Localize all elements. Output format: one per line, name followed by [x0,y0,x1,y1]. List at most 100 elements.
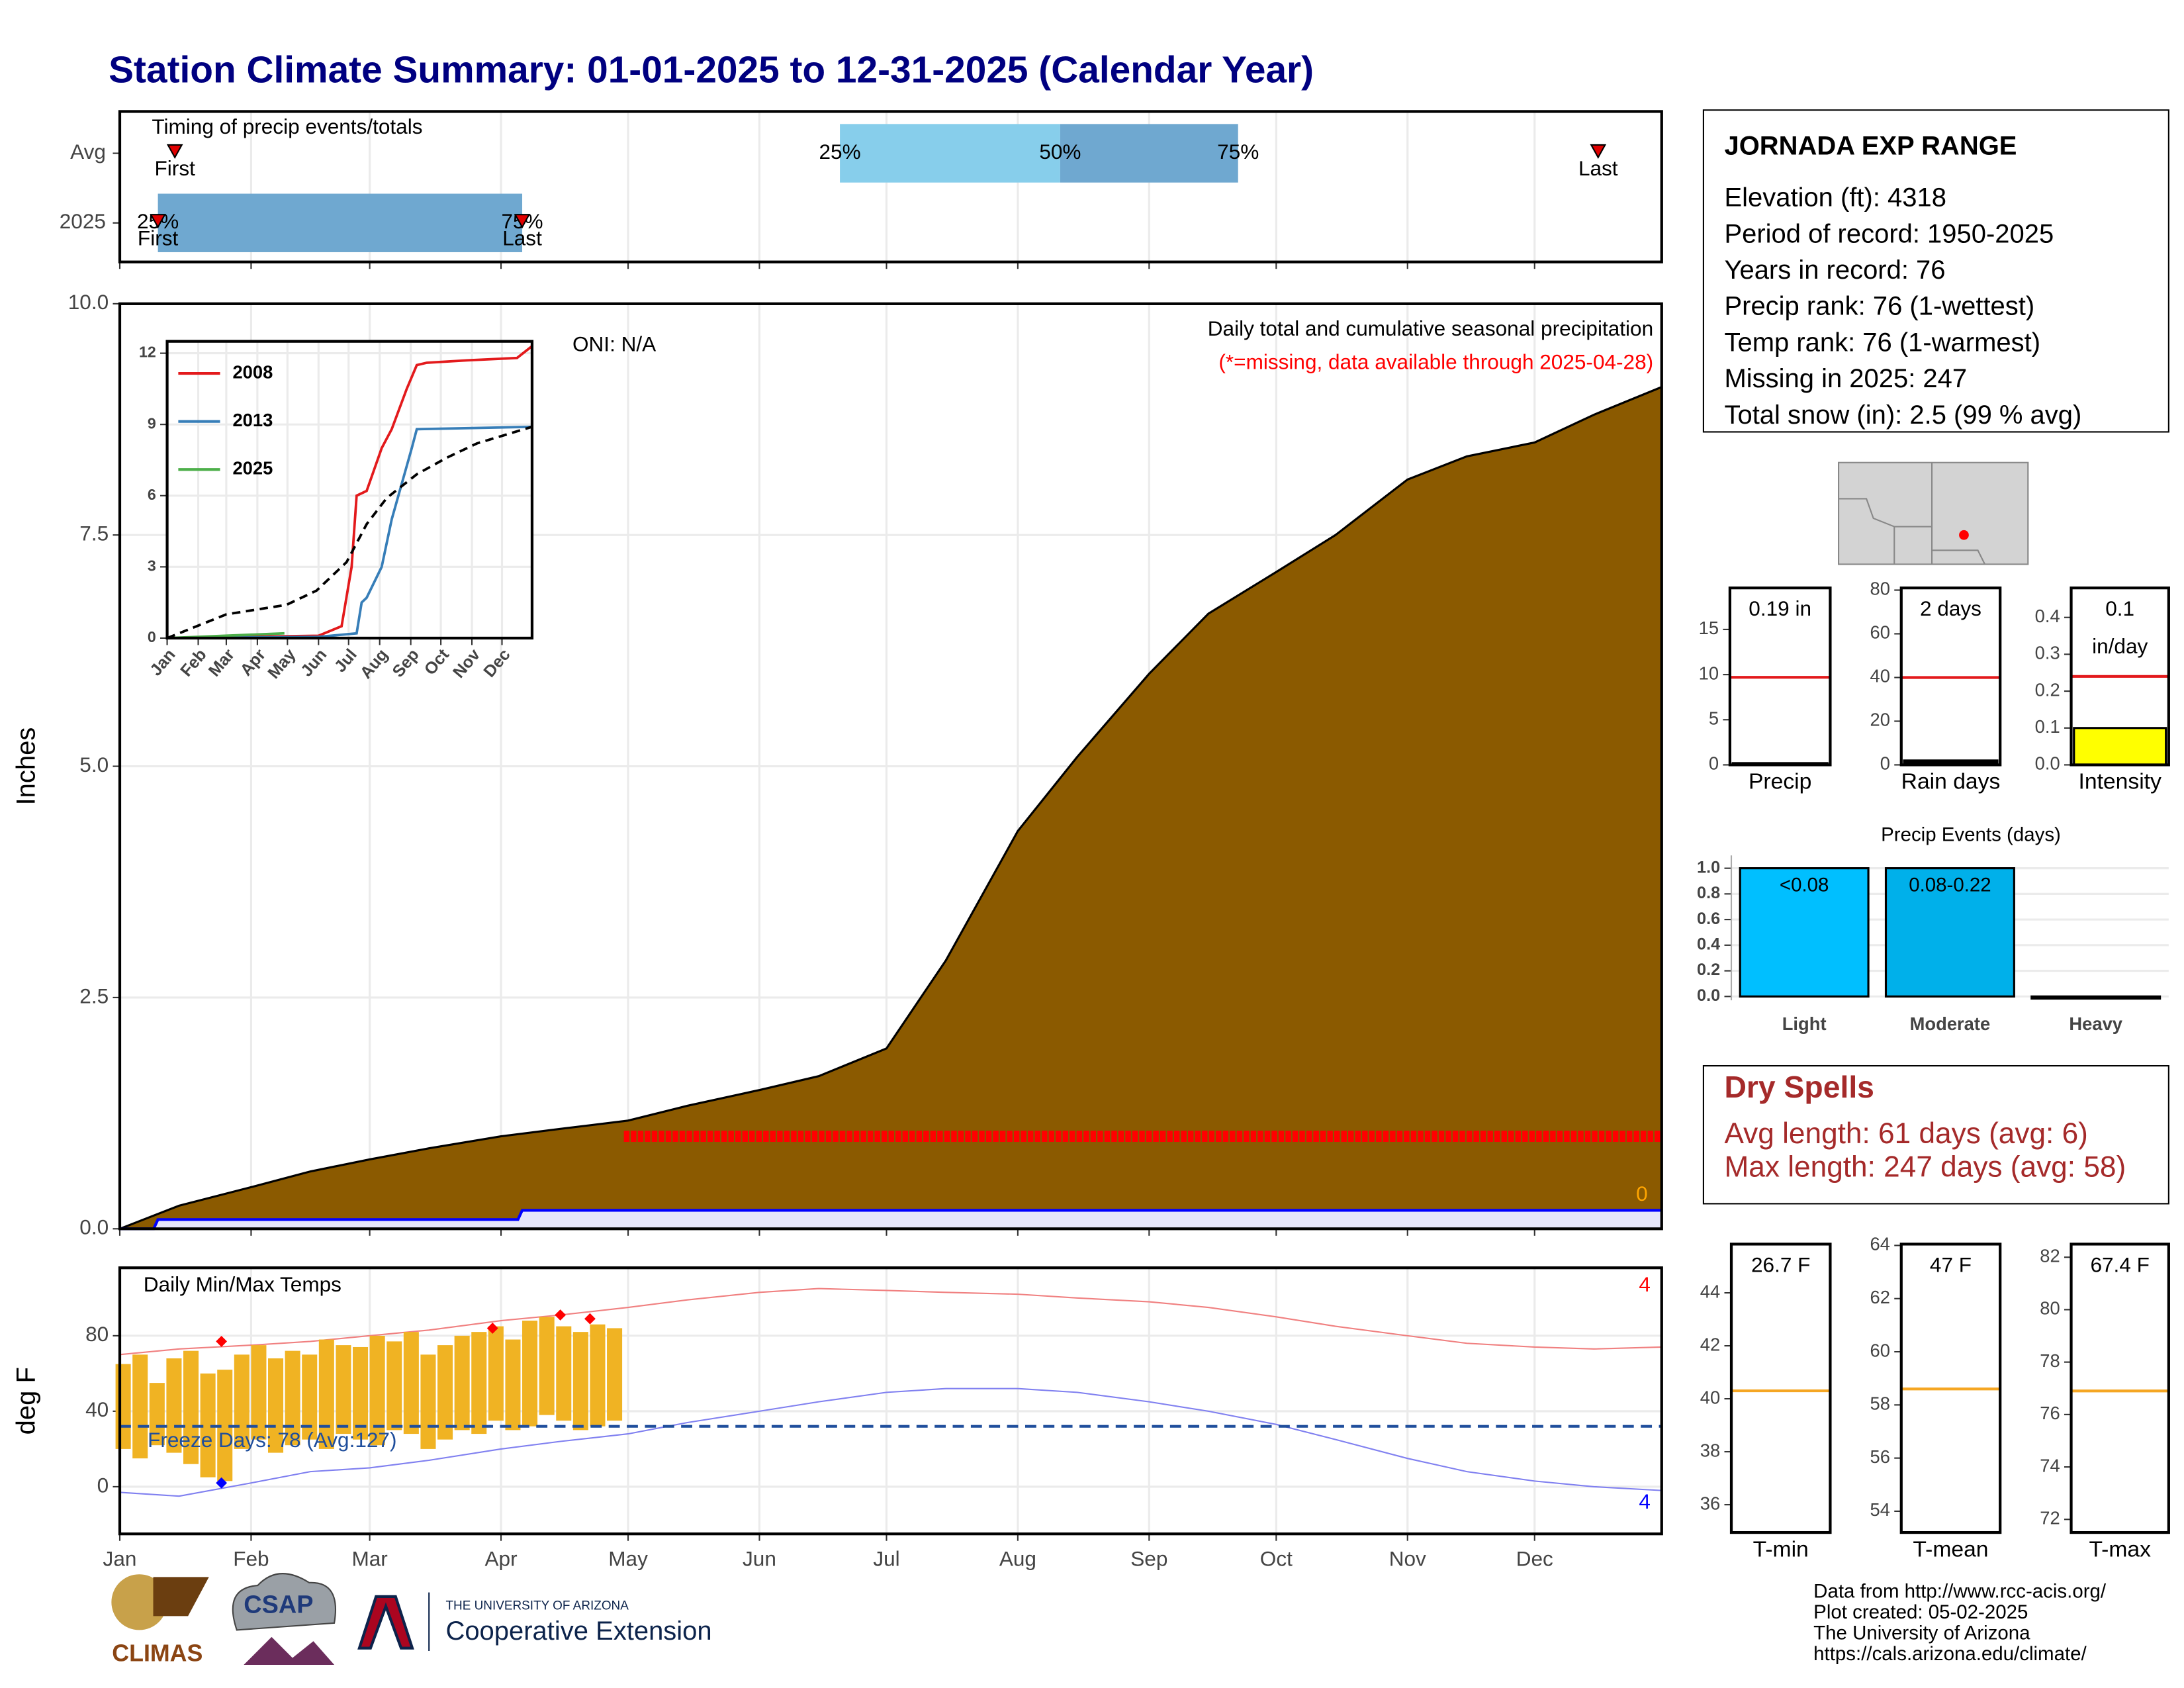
temp-range-bar [115,1364,131,1449]
y-tick-label: 0.3 [2035,643,2060,663]
y-tick-label: 6 [148,486,156,503]
svg-text:THE UNIVERSITY OF ARIZONA: THE UNIVERSITY OF ARIZONA [445,1599,629,1613]
temp-range-bar [590,1324,606,1427]
category-label: Heavy [2069,1013,2122,1034]
row-label: 2025 [60,209,106,233]
event-marker [150,214,166,229]
y-tick-label: 44 [1700,1281,1720,1301]
temp-range-bar [183,1350,199,1464]
x-tick-label: Sep [1130,1547,1167,1571]
plot-border [1899,1243,2002,1534]
y-tick-label: 0.0 [79,1215,109,1239]
bar [1884,867,2015,998]
dry-spells-line: Avg length: 61 days (avg: 6) [1724,1117,2087,1150]
y-tick-label: 76 [2040,1403,2060,1423]
percentile-label: 75% [1217,140,1259,164]
temp-range-bar [369,1335,385,1446]
y-tick-label: 10 [1699,663,1719,683]
annotation: 4 [1639,1272,1651,1296]
temp-range-bar [251,1345,267,1440]
y-tick-label: 82 [2040,1245,2060,1266]
y-tick-label: 40 [1700,1387,1720,1407]
legend-label: 2008 [232,361,273,382]
y-tick-label: 40 [1870,666,1890,686]
y-tick-label: 0.0 [2035,753,2060,774]
marker-label: First [138,226,179,250]
percentile-label: 50% [1039,140,1081,164]
value-label: 67.4 F [2090,1252,2149,1276]
y-tick-label: 58 [1870,1393,1890,1414]
value-label: 2 days [1920,596,1981,620]
plot-background [119,1268,1662,1534]
bar [1739,867,1870,998]
y-tick-label: 0.0 [1697,986,1720,1005]
category-label: Intensity [2079,770,2162,794]
y-tick-label: 0 [148,628,156,645]
temp-range-bar [302,1354,318,1440]
y-tick-label: 20 [1870,710,1890,730]
annotation: (*=missing, data available through 2025-… [1218,350,1653,374]
y-tick-label: 80 [85,1322,109,1346]
footer-line: Data from http://www.rcc-acis.org/ [1813,1580,2107,1602]
temp-range-bar [318,1339,334,1449]
y-tick-label: 62 [1870,1287,1890,1307]
timing-bar [158,193,523,252]
station-line: Elevation (ft): 4318 [1724,183,1946,212]
category-label: T-mean [1913,1537,1988,1562]
annotation: 0 [1636,1182,1648,1205]
arizona-logo: THE UNIVERSITY OF ARIZONA Cooperative Ex… [357,1592,712,1651]
event-marker [166,144,183,160]
annotation: 4 [1639,1489,1651,1513]
temp-range-bar [420,1354,436,1449]
x-tick-label: Jan [103,1547,137,1571]
legend-label: 2025 [232,458,273,479]
x-tick-label: Jul [873,1547,899,1571]
station-line: Total snow (in): 2.5 (99 % avg) [1724,400,2081,430]
y-tick-label: 0 [1880,753,1890,774]
dry-spells-line: Max length: 247 days (avg: 58) [1724,1150,2126,1183]
y-tick-label: 80 [2040,1298,2060,1319]
value-label: 0.1 [2105,596,2134,620]
temp-range-bar [488,1326,504,1421]
plot-border [2070,1243,2170,1534]
y-tick-label: 0 [97,1473,109,1497]
record-marker [216,1335,228,1347]
freeze-label: Freeze Days: 78 (Avg:127) [148,1428,396,1452]
temp-range-bar [387,1341,402,1430]
temp-range-bar [607,1328,623,1421]
y-tick-label: 78 [2040,1350,2060,1371]
event-marker [1590,144,1607,160]
category-label: T-min [1753,1537,1809,1562]
y-tick-label: 40 [85,1397,109,1421]
temp-range-bar [200,1373,216,1477]
bar [2030,995,2161,1000]
temp-range-bar [471,1332,487,1434]
bars [2073,727,2167,765]
unit-label: in/day [2092,634,2148,658]
timing-bar [1060,124,1238,183]
plot-border [1728,586,1832,767]
climas-logo: CLIMAS [111,1574,209,1667]
temp-range-bar [572,1332,588,1430]
y-tick-label: 0.1 [2035,716,2060,737]
x-tick-label: Mar [351,1547,387,1571]
timeline-title: Timing of precip events/totals [152,115,422,138]
x-tick-label: Feb [233,1547,269,1571]
x-tick-label: May [608,1547,648,1571]
svg-text:CSAP: CSAP [244,1591,313,1619]
series-line [167,425,532,639]
value-label: 26.7 F [1751,1252,1810,1276]
station-line: Precip rank: 76 (1-wettest) [1724,292,2034,321]
temp-range-bar [353,1346,369,1440]
plot-border [2070,586,2170,767]
footer-line: Plot created: 05-02-2025 [1813,1601,2028,1623]
plot-background [1731,1244,1831,1533]
y-tick-label: 0.8 [1697,884,1720,902]
station-name: JORNADA EXP RANGE [1724,132,2017,161]
plot-border [118,110,1663,263]
percentile-label: 25% [819,140,861,164]
x-tick-label: Dec [1516,1547,1553,1571]
plot-border [1729,1243,1832,1534]
y-tick-label: 1.0 [1697,858,1720,876]
x-tick-label: Jun [743,1547,776,1571]
